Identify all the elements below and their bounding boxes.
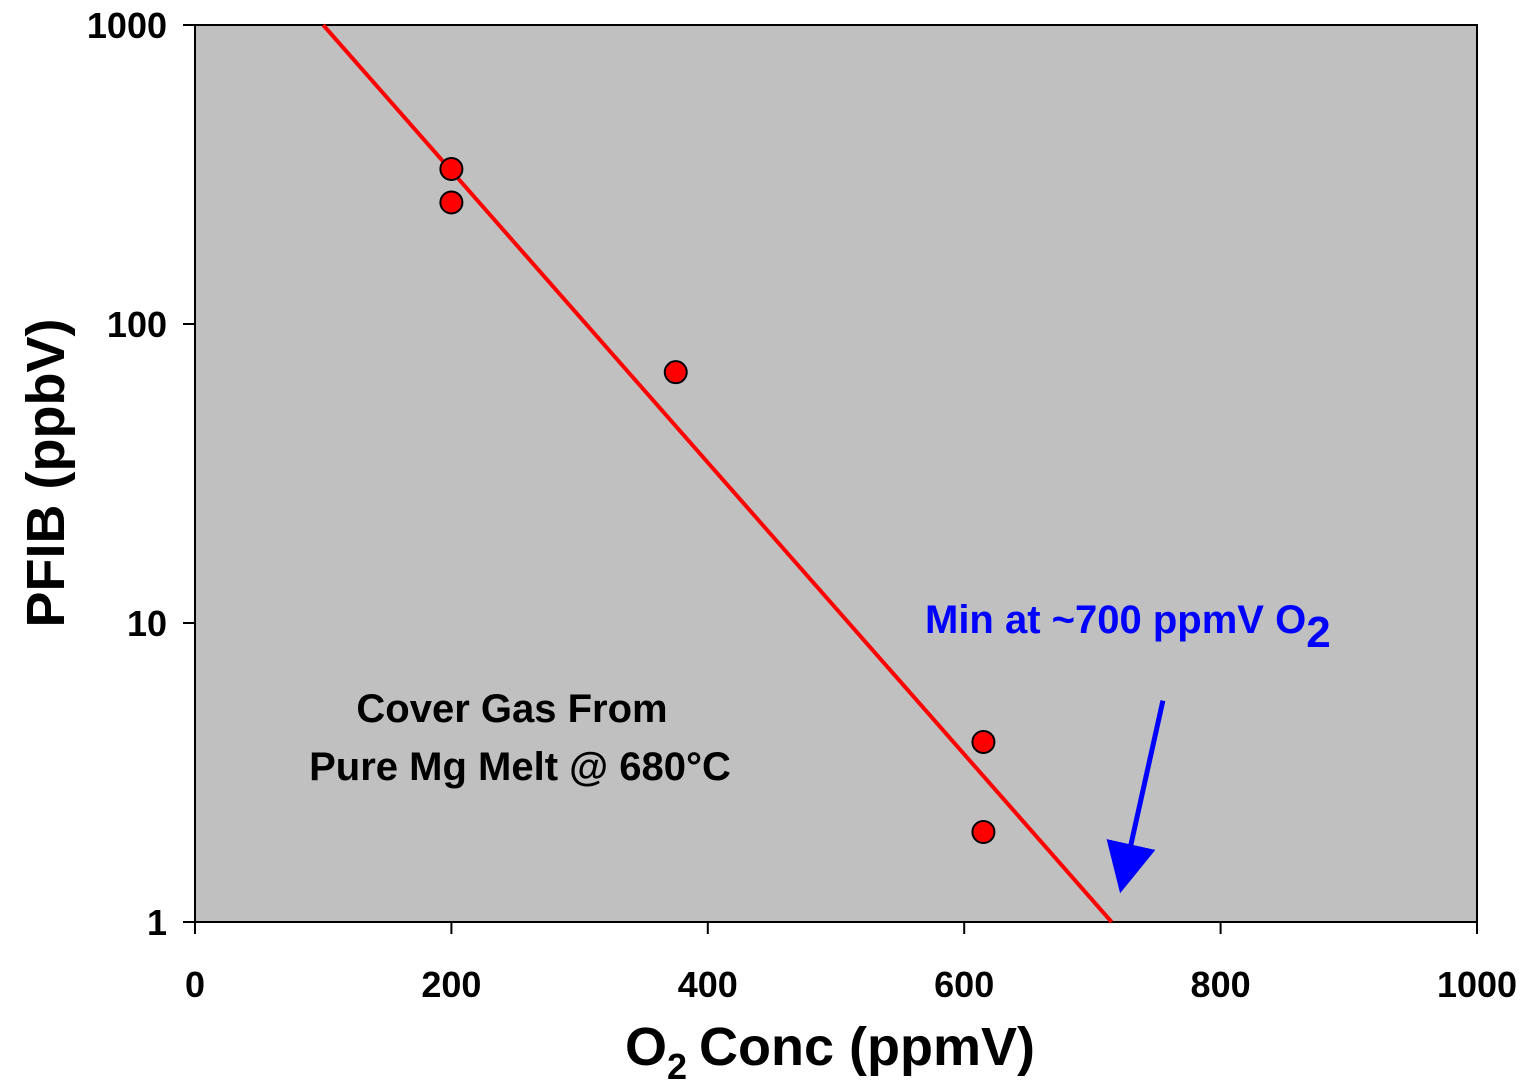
data-points bbox=[439, 156, 996, 844]
annotation-line-2: Pure Mg Melt @ 680°C bbox=[309, 745, 731, 789]
x-tick-label: 0 bbox=[185, 964, 205, 1005]
data-point bbox=[439, 190, 464, 215]
y-axis-title: PFIB (ppbV) bbox=[16, 319, 76, 628]
y-tick-label: 100 bbox=[107, 304, 167, 345]
x-axis-title: O2 Conc (ppmV) bbox=[625, 1017, 1035, 1085]
x-tick-label: 200 bbox=[421, 964, 481, 1005]
data-point bbox=[663, 360, 688, 385]
x-axis-title-prefix: O bbox=[625, 1017, 667, 1077]
min-callout-subscript: 2 bbox=[1306, 608, 1330, 657]
y-tick-label: 1 bbox=[147, 902, 167, 943]
annotation-line-1: Cover Gas From bbox=[356, 687, 667, 731]
y-tick-label: 10 bbox=[127, 603, 167, 644]
x-axis: 0 200 400 600 800 1000 bbox=[185, 922, 1517, 1005]
x-tick-label: 1000 bbox=[1437, 964, 1517, 1005]
data-point bbox=[971, 819, 996, 844]
x-axis-title-subscript: 2 bbox=[667, 1046, 687, 1085]
x-tick-label: 800 bbox=[1191, 964, 1251, 1005]
x-axis-title-main: Conc (ppmV) bbox=[699, 1017, 1035, 1077]
y-axis: 1 10 100 1000 bbox=[87, 5, 195, 943]
y-tick-label: 1000 bbox=[87, 5, 167, 46]
min-arrow bbox=[1106, 700, 1166, 894]
x-tick-label: 600 bbox=[934, 964, 994, 1005]
plot-area bbox=[194, 24, 1478, 923]
min-callout: Min at ~700 ppmV O2 bbox=[925, 598, 1331, 657]
min-callout-text: Min at ~700 ppmV O bbox=[925, 598, 1306, 642]
data-point bbox=[971, 729, 996, 754]
data-point bbox=[439, 156, 464, 181]
x-tick-label: 400 bbox=[678, 964, 738, 1005]
